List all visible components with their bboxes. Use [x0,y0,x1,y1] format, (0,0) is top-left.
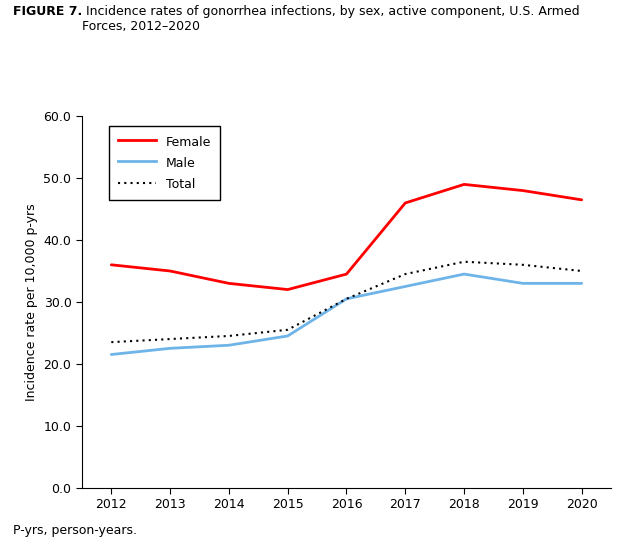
Text: FIGURE 7.: FIGURE 7. [13,5,82,18]
Text: P-yrs, person-years.: P-yrs, person-years. [13,525,137,537]
Y-axis label: Incidence rate per 10,000 p-yrs: Incidence rate per 10,000 p-yrs [25,203,38,401]
Text: Incidence rates of gonorrhea infections, by sex, active component, U.S. Armed
Fo: Incidence rates of gonorrhea infections,… [82,5,580,33]
Legend: Female, Male, Total: Female, Male, Total [110,126,220,199]
